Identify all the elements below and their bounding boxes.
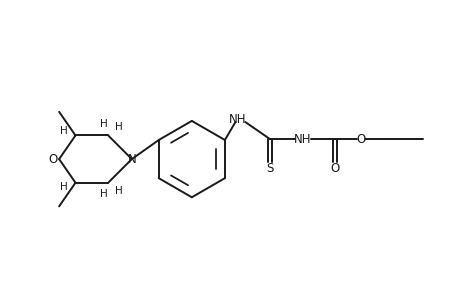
Text: H: H xyxy=(115,122,123,133)
Text: H: H xyxy=(100,119,107,129)
Text: H: H xyxy=(60,182,67,192)
Text: H: H xyxy=(115,186,123,196)
Text: NH: NH xyxy=(293,133,311,146)
Text: S: S xyxy=(266,162,273,175)
Text: O: O xyxy=(330,162,339,175)
Text: NH: NH xyxy=(228,112,246,126)
Text: H: H xyxy=(60,126,67,136)
Text: H: H xyxy=(100,189,107,200)
Text: N: N xyxy=(127,153,136,166)
Text: O: O xyxy=(48,153,57,166)
Text: O: O xyxy=(355,133,365,146)
